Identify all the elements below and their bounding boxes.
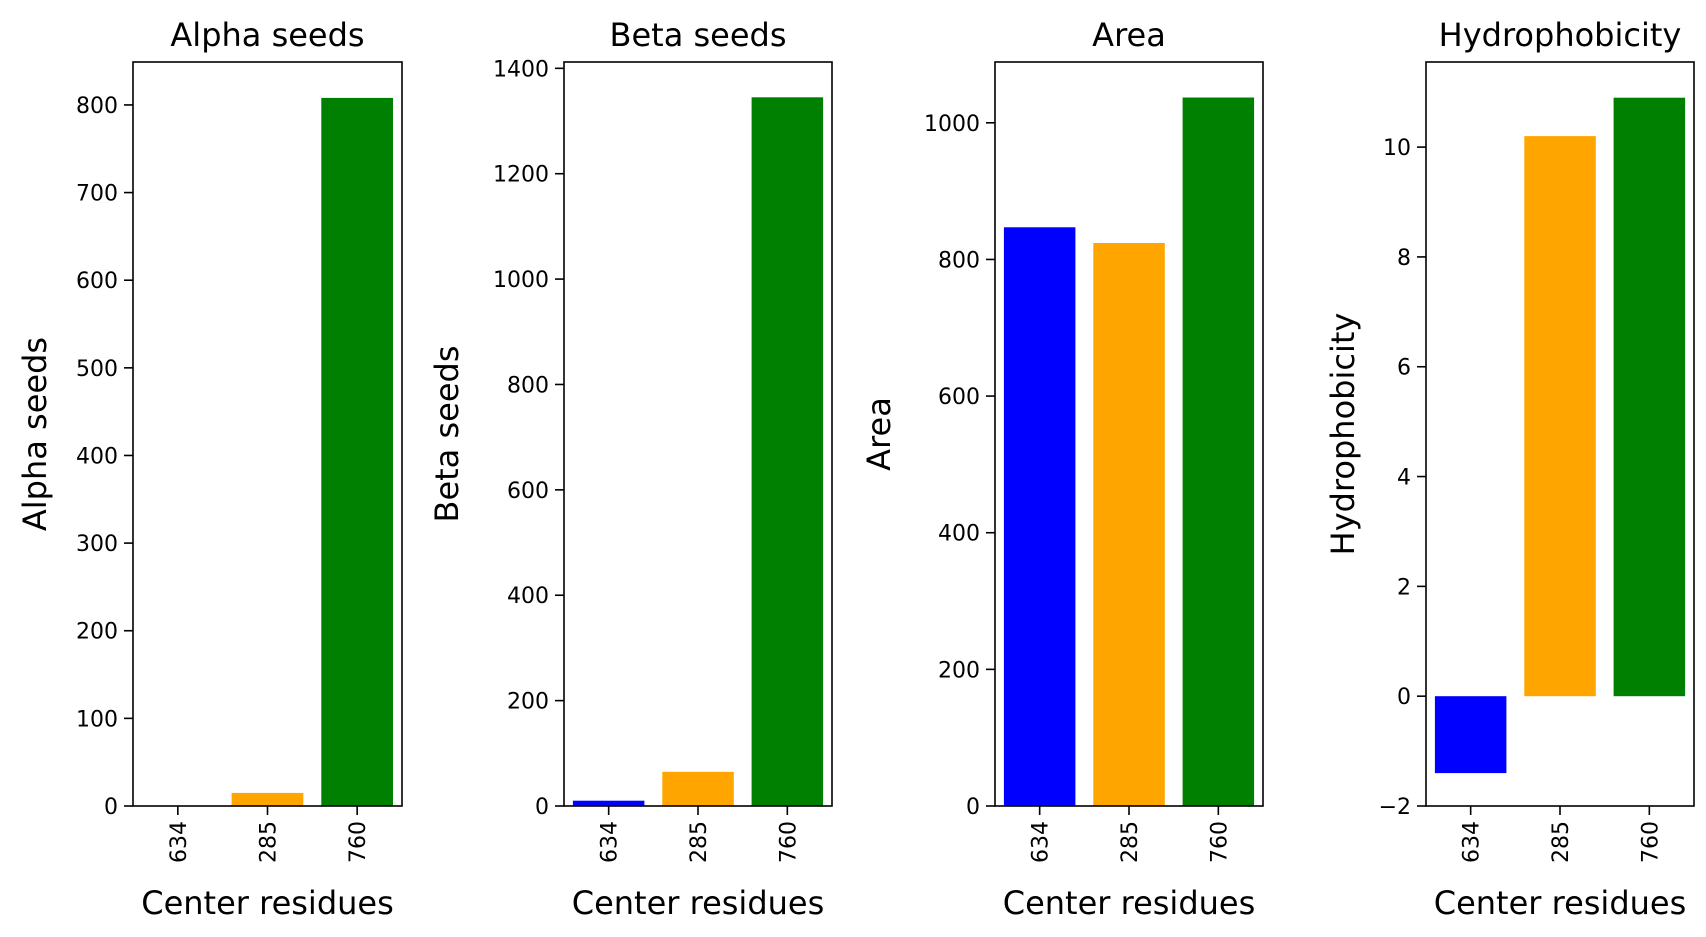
- y-tick-label: 600: [507, 479, 549, 504]
- y-axis-label: Area: [860, 397, 898, 471]
- y-tick-label: 8: [1397, 246, 1411, 271]
- y-tick-label: 300: [76, 532, 118, 557]
- y-tick-label: 100: [76, 707, 118, 732]
- y-tick-label: 6: [1397, 356, 1411, 381]
- bar-760: [751, 97, 824, 807]
- x-axis-label: Center residues: [1003, 884, 1256, 922]
- bar-285: [1093, 243, 1165, 806]
- y-tick-label: 0: [966, 795, 980, 820]
- y-tick-label: 1200: [493, 163, 549, 188]
- chart-panel-1: 0 100 200 300 400 500 600 700 800 634 285 760 Alpha …: [16, 16, 403, 922]
- y-tick-label: 4: [1397, 466, 1411, 491]
- x-tick-label: 634: [167, 821, 192, 863]
- y-tick-label: 0: [1397, 685, 1411, 710]
- x-tick-label: 285: [1118, 821, 1143, 863]
- y-tick-label: 800: [76, 94, 118, 119]
- y-tick-label: 500: [76, 357, 118, 382]
- x-tick-label: 285: [687, 821, 712, 863]
- bar-634: [1003, 227, 1076, 807]
- x-tick-label: 634: [1460, 821, 1485, 863]
- x-tick-label: 285: [1549, 821, 1574, 863]
- chart-title: Beta seeds: [610, 16, 787, 54]
- y-tick-label: 400: [507, 584, 549, 609]
- y-tick-label: 600: [76, 269, 118, 294]
- y-tick-label: 0: [104, 795, 118, 820]
- chart-title: Area: [1092, 16, 1166, 54]
- bar-760: [1182, 97, 1255, 806]
- x-axis-label: Center residues: [572, 884, 825, 922]
- chart-title: Hydrophobicity: [1439, 16, 1682, 54]
- y-tick-label: 700: [76, 182, 118, 207]
- y-tick-label: 1400: [493, 57, 549, 82]
- y-tick-label: −2: [1379, 795, 1411, 820]
- x-tick-label: 760: [1207, 821, 1232, 863]
- x-tick-label: 285: [257, 821, 282, 863]
- bar-285: [231, 792, 304, 806]
- y-tick-label: 400: [938, 522, 980, 547]
- y-tick-label: 200: [938, 658, 980, 683]
- x-tick-label: 760: [776, 821, 801, 863]
- chart-panel-4: −2 0 2 4 6 8 10 634 285 760 Hydrophobicity Center r…: [1324, 16, 1695, 922]
- y-axis-label: Beta seeds: [428, 346, 466, 523]
- x-tick-label: 634: [1029, 821, 1054, 863]
- x-axis-label: Center residues: [1434, 884, 1687, 922]
- bar-285: [1524, 136, 1596, 697]
- y-tick-label: 600: [938, 385, 980, 410]
- x-tick-label: 634: [598, 821, 623, 863]
- y-tick-label: 200: [76, 620, 118, 645]
- y-tick-label: 800: [938, 248, 980, 273]
- chart-title: Alpha seeds: [170, 16, 364, 54]
- y-tick-label: 200: [507, 690, 549, 715]
- y-tick-label: 1000: [924, 112, 980, 137]
- y-tick-label: 10: [1383, 136, 1411, 161]
- y-axis-label: Hydrophobicity: [1324, 313, 1362, 556]
- y-tick-label: 400: [76, 444, 118, 469]
- bar-760: [1613, 97, 1686, 697]
- x-tick-label: 760: [346, 821, 371, 863]
- bar-634: [572, 800, 645, 806]
- bar-634: [1434, 696, 1507, 774]
- y-tick-label: 800: [507, 373, 549, 398]
- y-tick-label: 0: [535, 795, 549, 820]
- chart-panel-3: 0 200 400 600 800 1000 634 285 760 Area Center res…: [860, 16, 1264, 922]
- chart-panel-2: 0 200 400 600 800 1000 1200 1400 634 285 760 Beta s…: [428, 16, 833, 922]
- y-tick-label: 2: [1397, 575, 1411, 600]
- y-tick-label: 1000: [493, 268, 549, 293]
- x-tick-label: 760: [1638, 821, 1663, 863]
- bar-285: [662, 771, 734, 806]
- y-axis-label: Alpha seeds: [16, 337, 54, 531]
- bar-760: [321, 97, 393, 806]
- x-axis-label: Center residues: [141, 884, 394, 922]
